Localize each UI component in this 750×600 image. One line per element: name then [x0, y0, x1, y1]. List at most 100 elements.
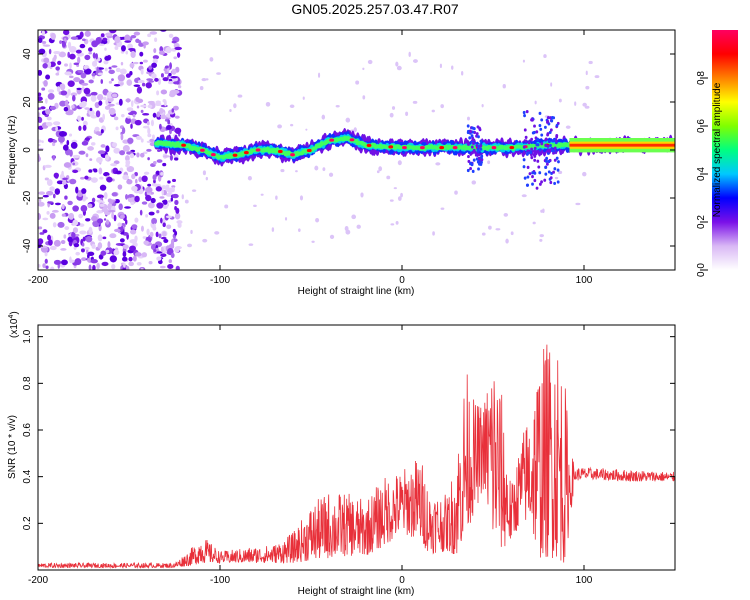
spectral-noise-blob [44, 177, 50, 181]
spectral-noise-blob [136, 86, 143, 94]
spectral-burst-mark [553, 181, 557, 186]
spectral-noise-blob [113, 147, 121, 154]
spectral-noise-blob [87, 47, 93, 52]
spectral-burst-mark [536, 137, 540, 141]
spectral-noise-blob [148, 211, 155, 216]
spectral-noise-blob [78, 213, 83, 219]
spectral-noise-blob [142, 41, 149, 46]
spectral-burst-mark [480, 154, 484, 158]
spectral-burst-mark [531, 171, 535, 175]
spectral-noise-blob [96, 157, 103, 164]
spectral-noise-blob [73, 77, 81, 83]
spectral-burst-mark [544, 165, 547, 169]
spectral-burst-mark [531, 182, 534, 186]
spectral-faint-blob [440, 104, 444, 109]
spectral-noise-blob [156, 202, 164, 209]
spectral-burst-mark [538, 148, 542, 152]
spectral-noise-blob [164, 65, 169, 69]
spectral-noise-blob [82, 198, 86, 202]
spectral-faint-blob [289, 104, 295, 109]
spectral-burst-mark [545, 159, 548, 163]
spectral-noise-blob [160, 217, 163, 224]
spectral-noise-blob [109, 255, 117, 263]
spectral-noise-blob [171, 68, 177, 75]
spectral-noise-blob [124, 155, 130, 162]
spectral-faint-blob [280, 168, 285, 173]
spectral-noise-blob [166, 125, 172, 130]
spectral-faint-blob [582, 102, 587, 107]
spectral-noise-blob [61, 259, 68, 266]
spectral-burst-mark [530, 147, 534, 151]
spectral-faint-blob [405, 111, 409, 116]
spectral-noise-blob [154, 37, 158, 42]
chart-title: GN05.2025.257.03.47.R07 [291, 1, 459, 17]
spectral-noise-blob [156, 251, 163, 254]
spectral-noise-blob [143, 171, 150, 175]
spectral-noise-blob [100, 129, 104, 134]
spectral-noise-blob [132, 255, 137, 262]
spectral-burst-mark [546, 133, 550, 137]
spectral-noise-blob [81, 82, 89, 86]
spectral-burst-mark [536, 143, 540, 147]
svg-text:(x104): (x104) [8, 311, 20, 338]
spectral-noise-blob [171, 108, 174, 113]
spectral-burst-mark [526, 165, 530, 169]
spectral-noise-blob [171, 40, 177, 44]
y-tick-label: 20 [22, 96, 33, 108]
spectral-peak-spot [329, 138, 335, 142]
spectral-noise-blob [87, 203, 93, 209]
spectral-noise-blob [55, 72, 60, 76]
spectral-burst-mark [466, 129, 470, 134]
spectral-noise-blob [106, 91, 114, 99]
spectral-burst-mark [526, 183, 530, 187]
spectral-burst-mark [539, 127, 543, 131]
spectral-noise-blob [174, 115, 180, 119]
spectral-faint-blob [322, 167, 326, 172]
x-tick-label: 0 [399, 275, 405, 286]
spectral-noise-blob [127, 43, 133, 50]
spectral-noise-blob [88, 264, 92, 270]
spectral-noise-blob [64, 71, 72, 76]
spectral-noise-blob [133, 84, 141, 88]
spectral-noise-blob [59, 83, 64, 89]
spectral-burst-mark [522, 110, 526, 115]
spectral-noise-blob [148, 260, 153, 265]
spectral-noise-blob [91, 72, 96, 77]
spectral-noise-blob [124, 40, 132, 43]
spectral-burst-mark [533, 178, 537, 183]
spectral-noise-blob [45, 265, 49, 270]
spectral-faint-blob [439, 63, 442, 69]
spectral-noise-blob [58, 135, 65, 143]
snr-axes: -200 -100 0 100 0.2 0.4 0.6 0.8 1.0 [22, 325, 675, 586]
spectral-noise-blob [79, 223, 85, 227]
spectral-noise-blob [117, 184, 123, 190]
spectral-noise-blob [119, 238, 125, 243]
spectral-noise-blob [147, 202, 155, 209]
spectral-noise-blob [81, 86, 85, 91]
spectral-burst-mark [546, 144, 550, 148]
spectral-burst-mark [523, 176, 527, 180]
spectral-noise-blob [108, 209, 116, 213]
spectral-burst-mark [556, 168, 560, 172]
spectral-noise-blob [97, 210, 102, 214]
colorbar-tick-label: 0.2 [696, 215, 707, 229]
spectral-faint-blob [199, 86, 204, 91]
spectral-burst-mark [476, 160, 480, 164]
spectral-faint-blob [389, 199, 394, 202]
spectral-burst-mark [547, 139, 551, 144]
spectral-noise-blob [52, 121, 61, 126]
spectral-burst-mark [552, 170, 555, 174]
spectral-faint-blob [487, 160, 491, 165]
spectral-faint-blob [502, 84, 506, 89]
spectral-noise-blob [38, 197, 42, 203]
spectral-noise-blob [61, 213, 66, 217]
spectral-noise-blob [127, 115, 131, 119]
spectral-noise-blob [105, 99, 109, 105]
spectral-noise-blob [74, 258, 82, 266]
spectral-noise-blob [108, 107, 116, 115]
spectral-noise-blob [38, 238, 44, 245]
spectral-noise-blob [60, 248, 67, 251]
y-tick-label: 0 [22, 147, 33, 153]
spectral-noise-blob [166, 224, 172, 230]
